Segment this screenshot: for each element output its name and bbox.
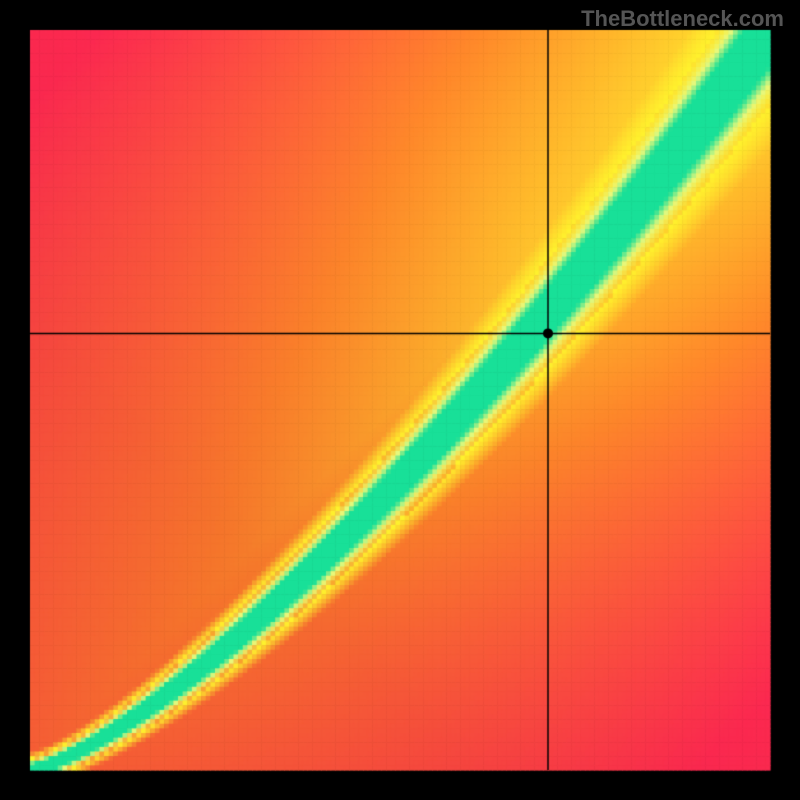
heatmap-canvas <box>0 0 800 800</box>
chart-container: TheBottleneck.com <box>0 0 800 800</box>
watermark-text: TheBottleneck.com <box>581 6 784 32</box>
